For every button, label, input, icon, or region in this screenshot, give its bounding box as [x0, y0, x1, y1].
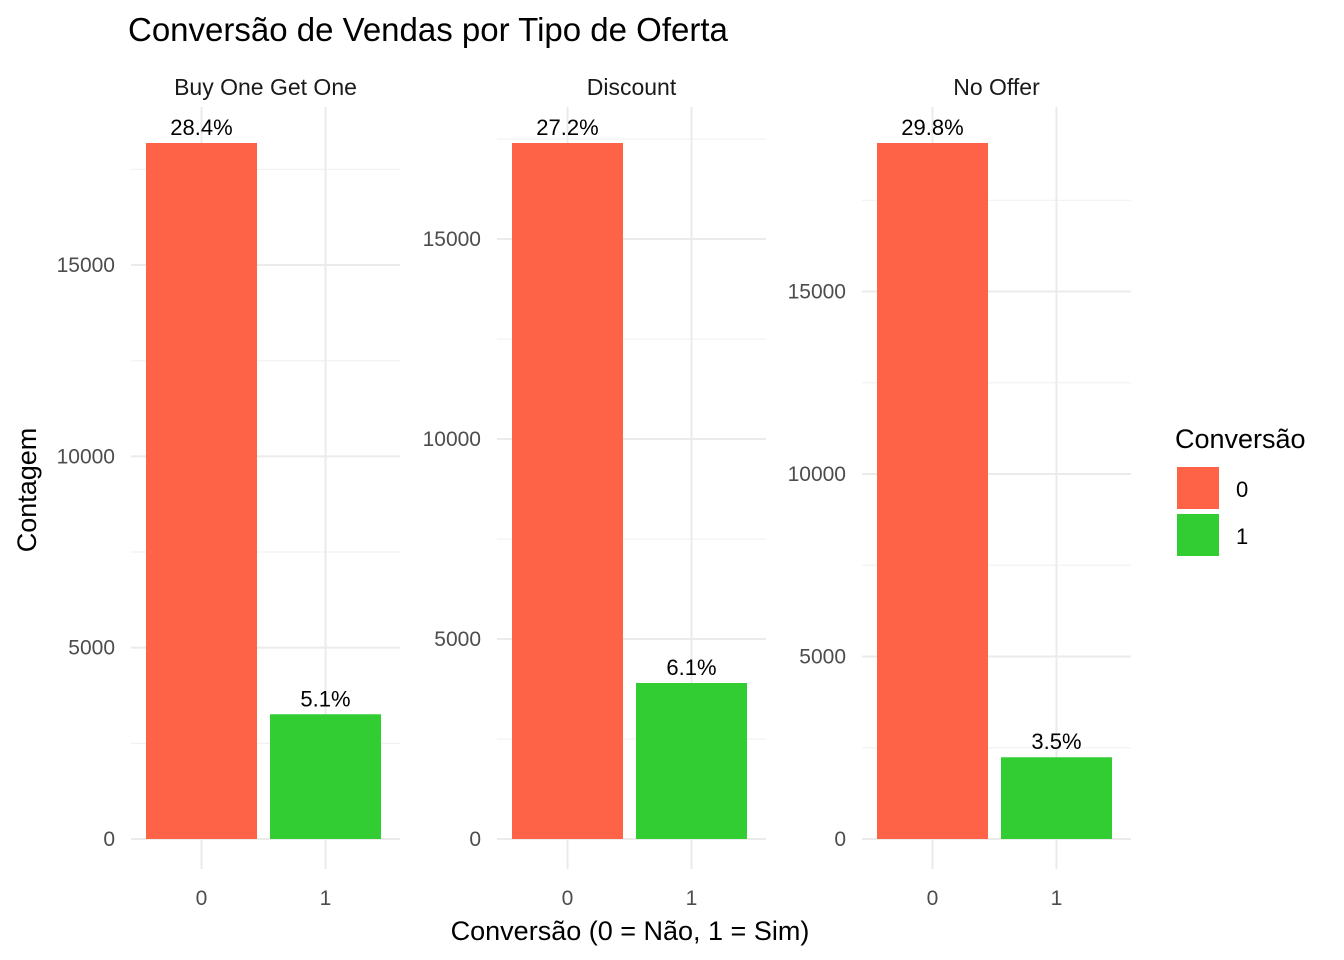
bar: [636, 683, 747, 839]
x-tick-label: 1: [1051, 887, 1063, 910]
y-tick-label: 5000: [799, 646, 846, 669]
facet-panel: 0 5000 10000 15000 Discount 27.2% 0 6.1% 1: [423, 74, 766, 910]
y-tick-label: 10000: [423, 428, 481, 451]
bar-data-label: 3.5%: [1031, 729, 1081, 754]
facet-strip-label: Discount: [587, 74, 677, 100]
x-tick-label: 1: [320, 887, 332, 910]
bar-data-label: 27.2%: [536, 115, 598, 140]
facet-strip-label: No Offer: [953, 74, 1040, 100]
bar: [1001, 757, 1112, 839]
bar-data-label: 29.8%: [901, 115, 963, 140]
y-tick-label: 5000: [434, 628, 481, 651]
facet-panel: 0 5000 10000 15000 No Offer 29.8% 0 3.5% 1: [788, 74, 1131, 910]
y-tick-label: 10000: [788, 463, 846, 486]
bar: [877, 143, 988, 839]
y-tick-label: 15000: [57, 254, 115, 277]
bar: [512, 143, 623, 839]
x-tick-label: 0: [562, 887, 574, 910]
x-tick-label: 0: [196, 887, 208, 910]
facet-strip-label: Buy One Get One: [174, 74, 357, 100]
legend: Conversão 0 1: [1175, 424, 1306, 556]
legend-key: [1177, 514, 1219, 556]
bar-data-label: 28.4%: [170, 115, 232, 140]
legend-title: Conversão: [1175, 424, 1306, 454]
y-tick-label: 0: [103, 828, 115, 851]
y-tick-label: 15000: [788, 281, 846, 304]
y-tick-label: 0: [834, 828, 846, 851]
y-tick-label: 0: [469, 828, 481, 851]
legend-key: [1177, 467, 1219, 509]
x-tick-label: 1: [686, 887, 698, 910]
x-tick-label: 0: [927, 887, 939, 910]
y-axis-title: Contagem: [12, 428, 42, 553]
chart-title: Conversão de Vendas por Tipo de Oferta: [128, 11, 729, 48]
legend-label: 0: [1236, 477, 1248, 502]
legend-label: 1: [1236, 524, 1248, 549]
y-tick-label: 5000: [68, 637, 115, 660]
y-tick-label: 15000: [423, 228, 481, 251]
bar-data-label: 6.1%: [666, 655, 716, 680]
bar: [270, 714, 381, 839]
facet-panel: 0 5000 10000 15000 Buy One Get One 28.4% 0 5.1%…: [57, 74, 400, 910]
y-tick-label: 10000: [57, 445, 115, 468]
x-axis-title: Conversão (0 = Não, 1 = Sim): [451, 916, 810, 946]
bar: [146, 143, 257, 839]
bar-data-label: 5.1%: [300, 686, 350, 711]
